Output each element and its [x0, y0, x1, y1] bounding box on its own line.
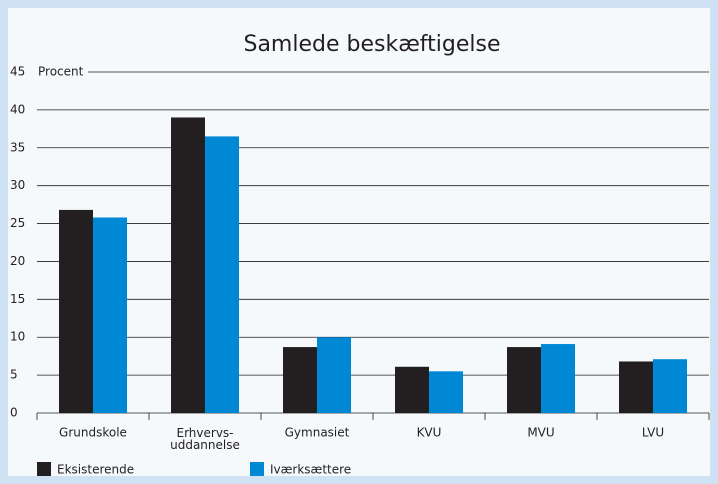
bar [619, 361, 653, 413]
bar [429, 371, 463, 413]
bar [283, 347, 317, 413]
bar [59, 209, 93, 413]
legend-swatch [37, 462, 51, 476]
legend-label: Iværksættere [270, 463, 351, 477]
bar [205, 136, 239, 413]
bar [541, 344, 575, 413]
y-tick-label: 40 [10, 102, 25, 116]
bar [507, 347, 541, 413]
x-tick-label: LVU [642, 426, 664, 440]
x-tick-label: Erhvervs-uddannelse [170, 426, 240, 452]
y-tick-label: 25 [10, 216, 25, 230]
y-tick-label: 5 [10, 368, 18, 382]
legend-label: Eksisterende [57, 463, 134, 477]
legend-swatch [250, 462, 264, 476]
bar [653, 359, 687, 413]
y-axis-label: Procent [38, 65, 84, 79]
y-tick-label: 20 [10, 254, 25, 268]
bar [317, 337, 351, 413]
x-tick-label: KVU [417, 426, 442, 440]
bar [93, 217, 127, 413]
y-tick-label: 30 [10, 178, 25, 192]
chart-title: Samlede beskæftigelse [243, 32, 500, 57]
y-tick-label: 45 [10, 65, 25, 79]
x-tick-label: Gymnasiet [285, 426, 350, 440]
x-tick-label: MVU [527, 426, 554, 440]
y-tick-label: 10 [10, 330, 25, 344]
bar [395, 366, 429, 413]
y-tick-label: 15 [10, 292, 25, 306]
y-tick-label: 35 [10, 140, 25, 154]
x-tick-label: Grundskole [59, 426, 127, 440]
bar [171, 117, 205, 413]
y-tick-label: 0 [10, 406, 18, 420]
